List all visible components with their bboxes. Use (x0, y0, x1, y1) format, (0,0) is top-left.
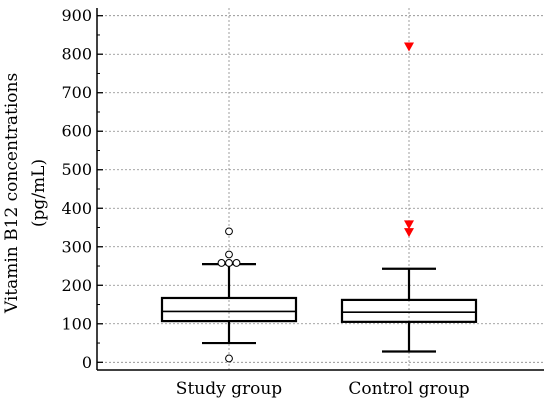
box-study-group (160, 227, 298, 363)
iqr-box (340, 298, 478, 323)
outlier-triangle-0 (404, 42, 414, 52)
outlier-circle-5 (225, 227, 233, 236)
y-tick-label-100: 100 (61, 314, 92, 333)
category-labels: Study group Control group (176, 379, 470, 399)
grid-lines (97, 8, 544, 370)
outlier-circle-2 (225, 259, 233, 267)
x-category-label-1: Control group (348, 379, 469, 399)
outlier-triangle-2 (404, 228, 414, 238)
y-tick-label-400: 400 (61, 199, 92, 218)
outlier-circle-3 (232, 259, 241, 267)
outlier-circle-1 (217, 259, 226, 267)
y-axis: 0 100 200 300 400 500 600 700 800 900 (61, 6, 544, 372)
box-control-group (340, 42, 478, 353)
y-tick-label-300: 300 (61, 237, 92, 256)
y-tick-label-800: 800 (61, 45, 92, 64)
y-tick-label-200: 200 (61, 276, 92, 295)
outlier-triangle-1 (404, 220, 414, 230)
boxes (160, 42, 478, 363)
y-tick-label-700: 700 (61, 83, 92, 102)
iqr-box (160, 296, 298, 323)
x-category-label-0: Study group (176, 379, 283, 399)
outlier-circle-4 (225, 250, 233, 259)
y-tick-label-600: 600 (61, 122, 92, 141)
y-tick-label-0: 0 (82, 353, 92, 372)
y-axis-title-line-1: Vitamin B12 concentrations (2, 73, 22, 314)
y-axis-title-line-2: (pg/mL) (29, 159, 49, 227)
outlier-circle-0 (225, 354, 233, 363)
y-tick-label-500: 500 (61, 160, 92, 179)
y-tick-label-900: 900 (61, 6, 92, 25)
